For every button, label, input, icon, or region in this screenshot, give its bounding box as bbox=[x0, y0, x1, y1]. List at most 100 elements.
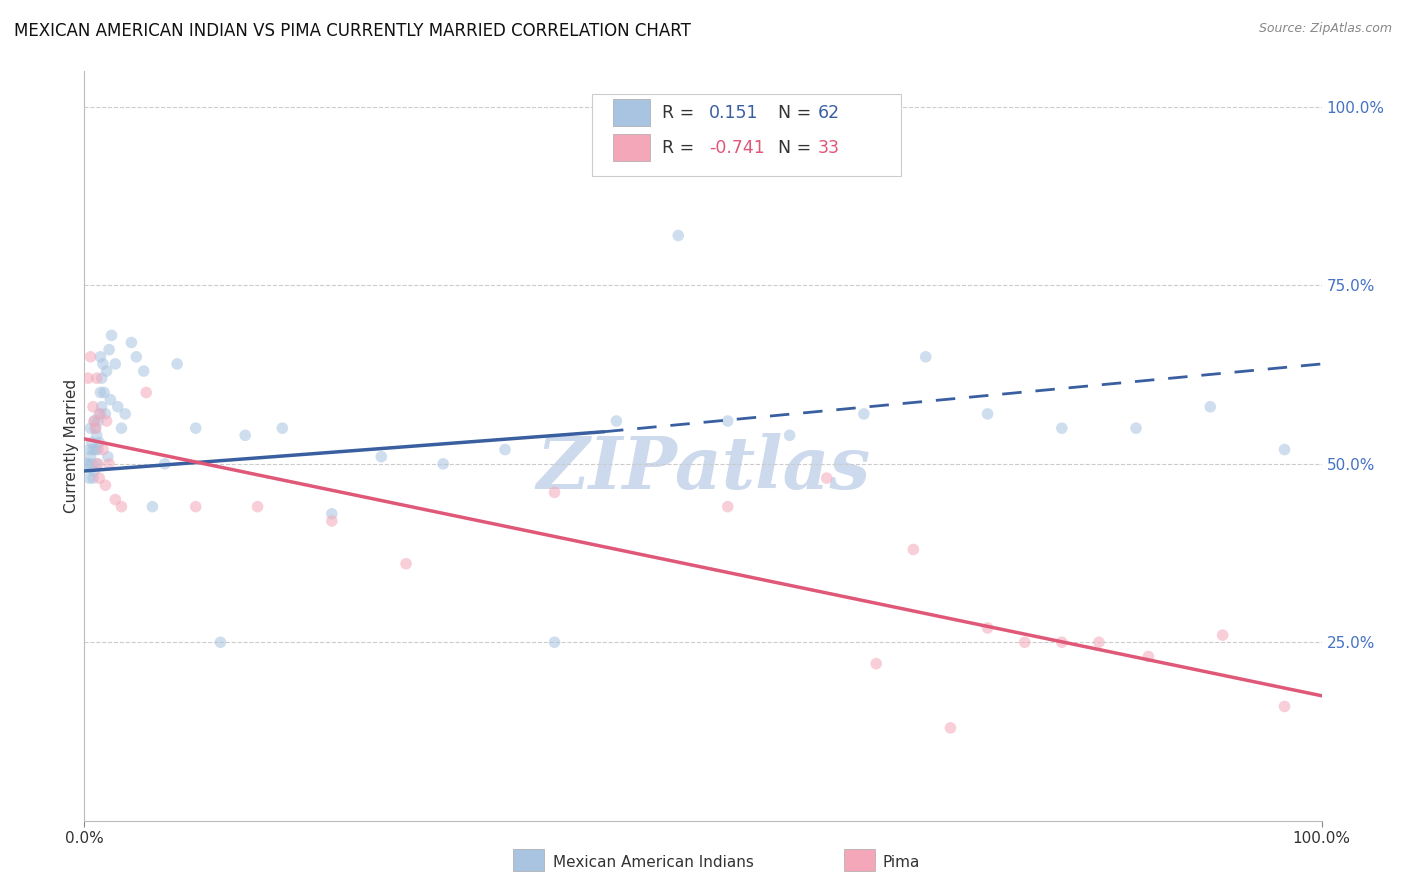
Point bbox=[89, 471, 111, 485]
Point bbox=[107, 400, 129, 414]
Point bbox=[914, 350, 936, 364]
Point bbox=[77, 457, 100, 471]
Text: ZIPatlas: ZIPatlas bbox=[536, 433, 870, 504]
Point bbox=[666, 228, 689, 243]
FancyBboxPatch shape bbox=[592, 94, 901, 177]
Point bbox=[1050, 421, 1073, 435]
Point bbox=[184, 421, 207, 435]
Point bbox=[1274, 699, 1296, 714]
Text: R =: R = bbox=[662, 139, 700, 157]
Point bbox=[94, 407, 117, 421]
Point bbox=[98, 392, 121, 407]
Point bbox=[89, 407, 111, 421]
Point bbox=[1212, 628, 1234, 642]
Text: -0.741: -0.741 bbox=[709, 139, 765, 157]
Point bbox=[80, 457, 103, 471]
Point bbox=[89, 350, 111, 364]
Point bbox=[114, 407, 136, 421]
Point bbox=[83, 414, 105, 428]
Point bbox=[89, 385, 111, 400]
Point bbox=[100, 328, 122, 343]
Point bbox=[815, 471, 838, 485]
Point bbox=[184, 500, 207, 514]
Point bbox=[98, 343, 121, 357]
Point bbox=[1088, 635, 1111, 649]
Point bbox=[395, 557, 418, 571]
Point bbox=[976, 407, 998, 421]
Point bbox=[321, 514, 343, 528]
Point bbox=[209, 635, 232, 649]
Point bbox=[1137, 649, 1160, 664]
Point bbox=[89, 407, 111, 421]
Point bbox=[110, 421, 132, 435]
Point bbox=[370, 450, 392, 464]
Point bbox=[97, 450, 120, 464]
Point bbox=[86, 371, 108, 385]
Point bbox=[271, 421, 294, 435]
Point bbox=[233, 428, 256, 442]
Point bbox=[104, 492, 127, 507]
Point bbox=[79, 350, 101, 364]
Point bbox=[82, 442, 104, 457]
Point bbox=[87, 414, 110, 428]
Point bbox=[90, 371, 112, 385]
Point bbox=[120, 335, 142, 350]
Text: N =: N = bbox=[768, 139, 817, 157]
Point bbox=[86, 457, 108, 471]
Point bbox=[96, 414, 118, 428]
Text: R =: R = bbox=[662, 103, 700, 121]
Point bbox=[76, 457, 98, 471]
Text: 62: 62 bbox=[818, 103, 841, 121]
Point bbox=[1050, 635, 1073, 649]
Point bbox=[90, 400, 112, 414]
Text: MEXICAN AMERICAN INDIAN VS PIMA CURRENTLY MARRIED CORRELATION CHART: MEXICAN AMERICAN INDIAN VS PIMA CURRENTL… bbox=[14, 22, 690, 40]
Point bbox=[717, 500, 740, 514]
Point bbox=[83, 414, 105, 428]
Point bbox=[132, 364, 155, 378]
Point bbox=[87, 442, 110, 457]
Point bbox=[543, 485, 565, 500]
Point bbox=[96, 364, 118, 378]
Point bbox=[84, 421, 107, 435]
Point bbox=[246, 500, 269, 514]
Text: N =: N = bbox=[768, 103, 817, 121]
Text: Source: ZipAtlas.com: Source: ZipAtlas.com bbox=[1258, 22, 1392, 36]
Point bbox=[91, 442, 114, 457]
Point bbox=[79, 442, 101, 457]
Text: Mexican American Indians: Mexican American Indians bbox=[553, 855, 754, 870]
Y-axis label: Currently Married: Currently Married bbox=[63, 379, 79, 513]
Text: 0.151: 0.151 bbox=[709, 103, 759, 121]
Point bbox=[79, 471, 101, 485]
Point bbox=[104, 357, 127, 371]
Point bbox=[135, 385, 157, 400]
Point bbox=[166, 357, 188, 371]
Point bbox=[494, 442, 516, 457]
Point bbox=[1199, 400, 1222, 414]
Point bbox=[852, 407, 875, 421]
Point bbox=[91, 357, 114, 371]
Point bbox=[321, 507, 343, 521]
Point bbox=[82, 400, 104, 414]
Point bbox=[865, 657, 887, 671]
Point bbox=[976, 621, 998, 635]
Point bbox=[86, 428, 108, 442]
Point bbox=[94, 478, 117, 492]
Point bbox=[141, 500, 163, 514]
Point bbox=[87, 457, 110, 471]
FancyBboxPatch shape bbox=[613, 135, 650, 161]
Point bbox=[98, 457, 121, 471]
Point bbox=[543, 635, 565, 649]
Point bbox=[84, 442, 107, 457]
Point bbox=[125, 350, 148, 364]
Point bbox=[717, 414, 740, 428]
Point bbox=[83, 464, 105, 478]
Point bbox=[779, 428, 801, 442]
Point bbox=[80, 435, 103, 450]
Point bbox=[903, 542, 925, 557]
Point bbox=[77, 371, 100, 385]
Point bbox=[89, 435, 111, 450]
Point bbox=[110, 500, 132, 514]
Point bbox=[605, 414, 627, 428]
Point bbox=[1125, 421, 1147, 435]
Point bbox=[153, 457, 176, 471]
